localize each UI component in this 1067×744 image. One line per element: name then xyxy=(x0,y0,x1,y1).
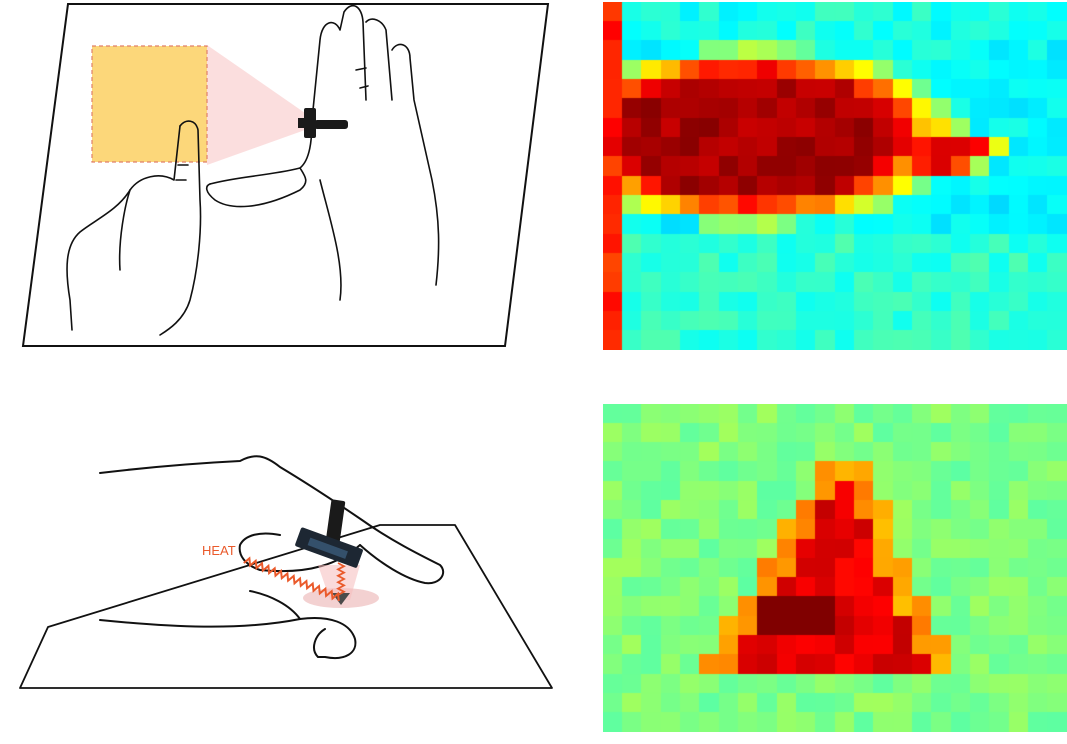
heat-wave-line-vertical xyxy=(336,562,346,596)
hand-side-outline xyxy=(99,455,445,659)
ring-sensor xyxy=(298,108,348,138)
drawing-scene-svg xyxy=(21,3,550,347)
left-hand-outline xyxy=(66,120,202,336)
drawn-square-highlight xyxy=(91,45,208,163)
ring-sensor-side xyxy=(295,499,363,568)
heat-scene-svg: HEAT xyxy=(19,455,553,689)
right-hand-outline xyxy=(205,4,440,301)
heat-label: HEAT xyxy=(202,543,236,558)
heat-wave-line xyxy=(243,556,340,602)
thermal-map-hand-bottom xyxy=(603,404,1067,732)
thermal-heatmap-bottom xyxy=(603,404,1067,732)
thermal-heatmap-top xyxy=(603,2,1067,350)
thermal-map-finger-top xyxy=(603,2,1067,350)
illustration-heat-trace: HEAT xyxy=(0,395,560,744)
sensor-view-cone xyxy=(207,45,305,165)
illustration-finger-drawing xyxy=(0,0,560,360)
